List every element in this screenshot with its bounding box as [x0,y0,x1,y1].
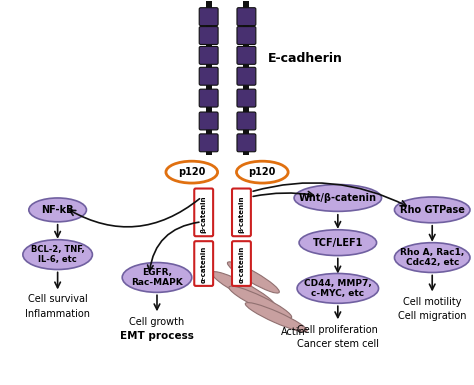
Text: EGFR,
Rac-MAPK: EGFR, Rac-MAPK [131,268,183,287]
Text: Inflammation: Inflammation [25,309,90,319]
Text: Actin: Actin [281,327,305,337]
FancyBboxPatch shape [237,47,256,64]
Bar [244,1,249,155]
FancyBboxPatch shape [237,112,256,130]
Text: p120: p120 [249,167,276,177]
FancyBboxPatch shape [199,67,218,85]
FancyBboxPatch shape [237,8,256,25]
Polygon shape [0,0,474,29]
Ellipse shape [122,263,192,292]
Text: p120: p120 [178,167,205,177]
Text: β-catenin: β-catenin [238,195,245,233]
FancyBboxPatch shape [237,67,256,85]
Ellipse shape [237,161,288,183]
Text: β-catenin: β-catenin [201,195,207,233]
Text: E-cadherin: E-cadherin [268,52,343,65]
FancyBboxPatch shape [237,89,256,107]
FancyBboxPatch shape [199,134,218,152]
Text: Rho A, Rac1,
Cdc42, etc: Rho A, Rac1, Cdc42, etc [400,248,465,267]
Bar [206,1,211,155]
FancyBboxPatch shape [232,189,251,236]
Ellipse shape [23,240,92,270]
FancyBboxPatch shape [199,89,218,107]
Text: Cell growth: Cell growth [129,317,184,327]
Ellipse shape [166,161,218,183]
Ellipse shape [394,197,470,223]
Text: α-catenin: α-catenin [238,246,245,283]
FancyBboxPatch shape [199,8,218,25]
Text: Cell motility: Cell motility [403,297,462,307]
Ellipse shape [29,198,86,222]
Ellipse shape [212,272,275,307]
Text: NF-kB: NF-kB [41,205,74,215]
FancyBboxPatch shape [199,47,218,64]
Text: Cancer stem cell: Cancer stem cell [297,339,379,349]
Text: CD44, MMP7,
c-MYC, etc: CD44, MMP7, c-MYC, etc [304,279,372,298]
Text: α-catenin: α-catenin [201,246,207,283]
Ellipse shape [394,243,470,273]
Text: TCF/LEF1: TCF/LEF1 [313,238,363,248]
Text: Cell proliferation: Cell proliferation [297,325,378,335]
Ellipse shape [297,273,379,303]
Ellipse shape [228,262,279,293]
Ellipse shape [229,286,292,318]
FancyBboxPatch shape [194,241,213,286]
Ellipse shape [294,184,382,211]
FancyBboxPatch shape [237,134,256,152]
Text: Cell survival: Cell survival [28,294,88,304]
FancyBboxPatch shape [199,27,218,44]
FancyBboxPatch shape [237,27,256,44]
Ellipse shape [299,230,376,256]
Text: Cell migration: Cell migration [398,311,466,321]
Text: Rho GTPase: Rho GTPase [400,205,465,215]
FancyBboxPatch shape [232,241,251,286]
Text: EMT process: EMT process [120,331,194,341]
FancyBboxPatch shape [199,112,218,130]
Ellipse shape [245,303,307,332]
Text: BCL-2, TNF,
IL-6, etc: BCL-2, TNF, IL-6, etc [31,245,84,264]
Text: Wnt/β-catenin: Wnt/β-catenin [299,193,377,203]
FancyBboxPatch shape [194,189,213,236]
